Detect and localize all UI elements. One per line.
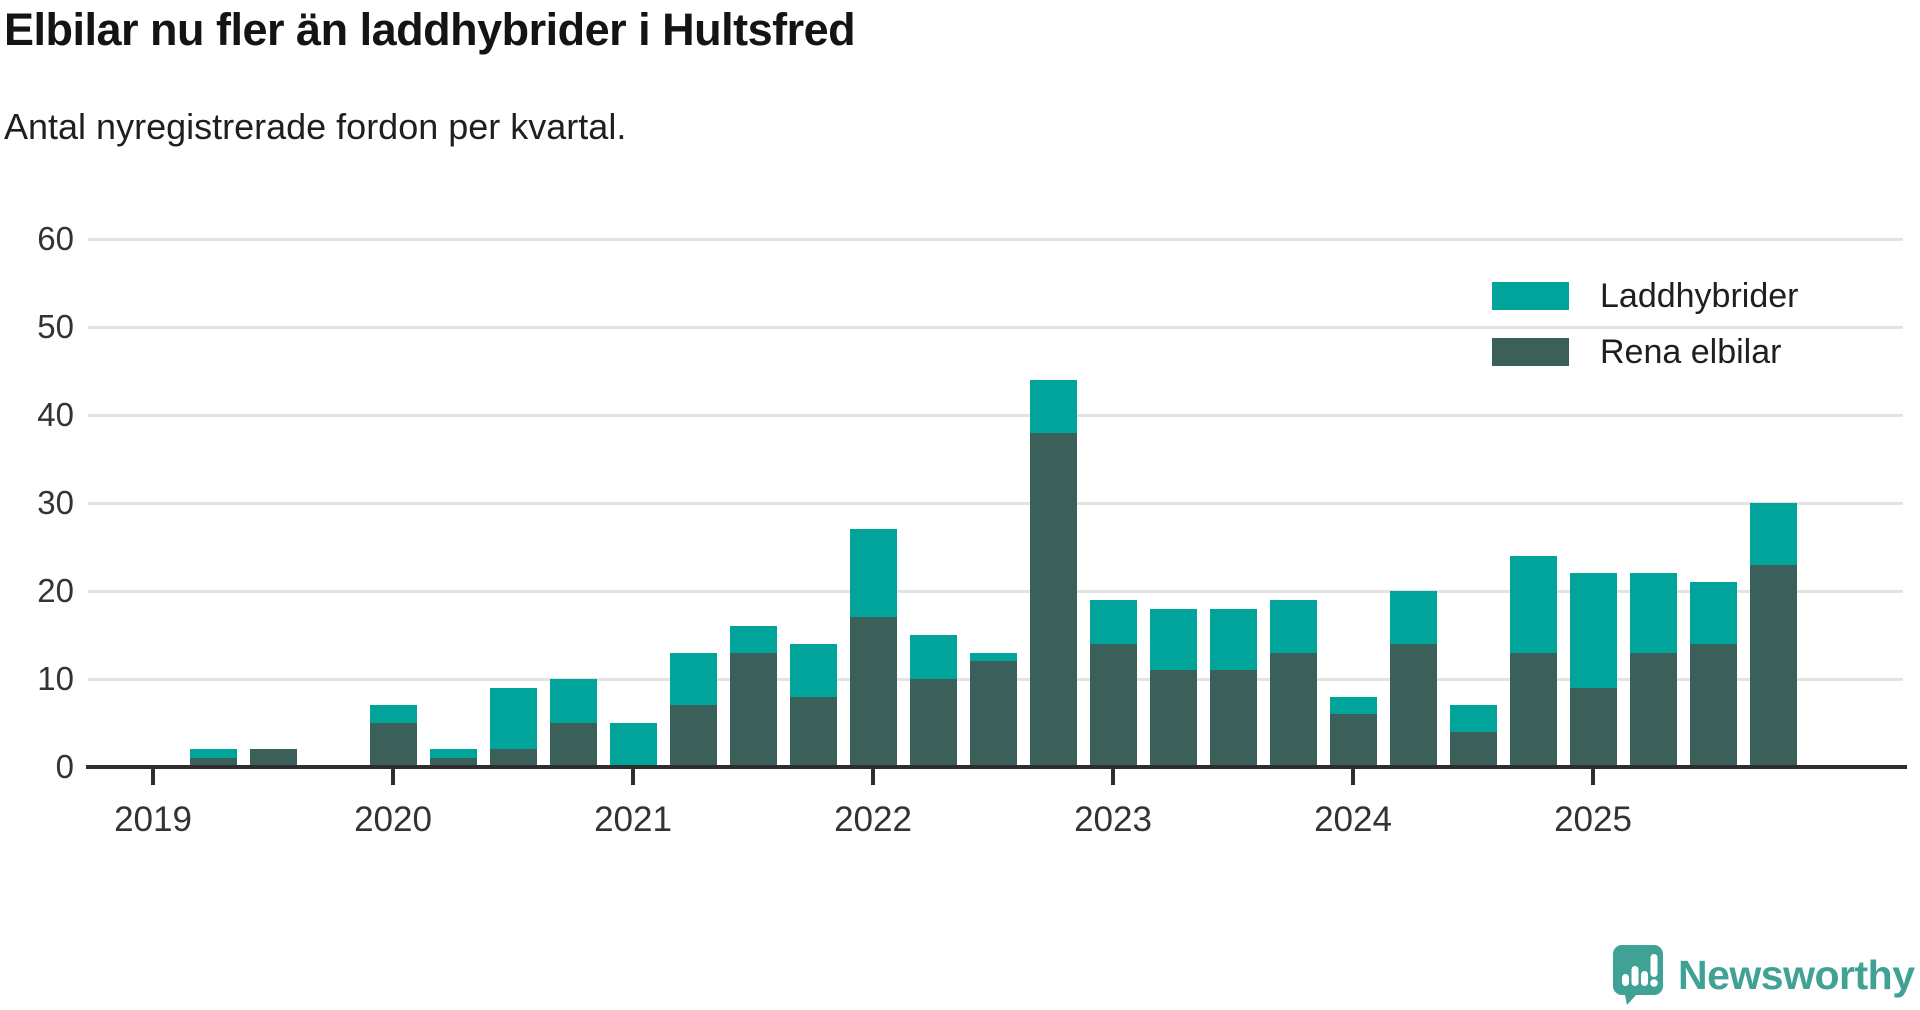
bar-2020-Q3-rena-elbilar <box>489 749 537 767</box>
bar-2025-Q2-laddhybrider <box>1629 573 1677 653</box>
bar-2023-Q2-laddhybrider <box>1149 608 1197 671</box>
bar-2021-Q2-rena-elbilar <box>669 705 717 767</box>
x-axis-label-2021: 2021 <box>594 800 672 839</box>
bar-2022-Q3-laddhybrider <box>969 652 1017 662</box>
y-axis-label-60: 60 <box>37 220 74 257</box>
chart-title: Elbilar nu fler än laddhybrider i Hultsf… <box>4 4 856 55</box>
bar-2022-Q1-rena-elbilar <box>849 617 897 767</box>
bar-2023-Q1-laddhybrider <box>1089 599 1137 644</box>
bar-2019-Q3-rena-elbilar <box>249 749 297 767</box>
bar-2022-Q2-rena-elbilar <box>909 679 957 767</box>
bar-2021-Q4-rena-elbilar <box>789 696 837 767</box>
gridline-y-60 <box>88 238 1903 241</box>
x-axis-label-2025: 2025 <box>1554 800 1632 839</box>
bar-2023-Q1-rena-elbilar <box>1089 643 1137 767</box>
bar-2020-Q4-laddhybrider <box>549 679 597 723</box>
bar-2020-Q2-laddhybrider <box>429 749 477 759</box>
bar-2020-Q3-laddhybrider <box>489 687 537 750</box>
bar-2020-Q4-rena-elbilar <box>549 723 597 767</box>
gridline-y-30 <box>88 502 1903 505</box>
y-axis-label-40: 40 <box>37 396 74 433</box>
bar-2024-Q4-rena-elbilar <box>1509 652 1557 767</box>
bar-2023-Q4-rena-elbilar <box>1269 652 1317 767</box>
bar-2020-Q2-rena-elbilar <box>429 758 477 767</box>
bar-2024-Q1-rena-elbilar <box>1329 714 1377 767</box>
bar-2019-Q2-laddhybrider <box>189 749 237 759</box>
bar-2024-Q3-rena-elbilar <box>1449 731 1497 767</box>
y-axis-label-0: 0 <box>55 748 74 785</box>
bar-2024-Q1-laddhybrider <box>1329 696 1377 715</box>
x-axis-label-2023: 2023 <box>1074 800 1152 839</box>
bar-2024-Q2-rena-elbilar <box>1389 643 1437 767</box>
bar-2021-Q4-laddhybrider <box>789 643 837 697</box>
bar-2025-Q3-rena-elbilar <box>1689 643 1737 767</box>
bar-2022-Q2-laddhybrider <box>909 635 957 679</box>
bar-2020-Q1-rena-elbilar <box>369 723 417 767</box>
newsworthy-logo-text: Newsworthy <box>1678 952 1915 998</box>
y-axis-label-20: 20 <box>37 572 74 609</box>
bar-2023-Q3-rena-elbilar <box>1209 670 1257 767</box>
legend-label: Laddhybrider <box>1600 276 1799 315</box>
x-axis-label-2019: 2019 <box>114 800 192 839</box>
bar-2021-Q3-rena-elbilar <box>729 652 777 767</box>
chart-subtitle: Antal nyregistrerade fordon per kvartal. <box>4 106 627 147</box>
legend-label: Rena elbilar <box>1600 332 1782 371</box>
legend: Laddhybrider Rena elbilar <box>1492 277 1798 394</box>
gridline-y-40 <box>88 414 1903 417</box>
bar-2020-Q1-laddhybrider <box>369 705 417 723</box>
y-axis-label-30: 30 <box>37 484 74 521</box>
x-axis-tick-2019 <box>151 769 155 785</box>
x-axis-tick-2024 <box>1351 769 1355 785</box>
bar-2021-Q2-laddhybrider <box>669 652 717 706</box>
bar-2022-Q4-laddhybrider <box>1029 379 1077 433</box>
y-axis-label-50: 50 <box>37 308 74 345</box>
gridline-y-50 <box>88 326 1903 329</box>
bar-2022-Q1-laddhybrider <box>849 529 897 618</box>
x-axis-tick-2025 <box>1591 769 1595 785</box>
bar-2019-Q2-rena-elbilar <box>189 758 237 767</box>
newsworthy-logo-icon <box>1613 945 1663 1005</box>
bar-2024-Q4-laddhybrider <box>1509 555 1557 653</box>
x-axis-tick-2022 <box>871 769 875 785</box>
x-axis-label-2022: 2022 <box>834 800 912 839</box>
bar-2024-Q2-laddhybrider <box>1389 591 1437 644</box>
bar-2025-Q2-rena-elbilar <box>1629 652 1677 767</box>
x-axis-label-2024: 2024 <box>1314 800 1392 839</box>
x-axis-tick-2021 <box>631 769 635 785</box>
x-axis-label-2020: 2020 <box>354 800 432 839</box>
bar-2024-Q3-laddhybrider <box>1449 705 1497 732</box>
bar-2025-Q1-laddhybrider <box>1569 573 1617 688</box>
bar-2021-Q1-laddhybrider <box>609 723 657 767</box>
bar-2025-Q4-laddhybrider <box>1749 503 1797 565</box>
gridline-y-20 <box>88 590 1903 593</box>
x-axis-line <box>86 765 1907 769</box>
bar-2025-Q1-rena-elbilar <box>1569 687 1617 767</box>
bar-2022-Q4-rena-elbilar <box>1029 432 1077 767</box>
legend-swatch-laddhybrider <box>1492 282 1569 310</box>
bar-2025-Q3-laddhybrider <box>1689 582 1737 644</box>
bar-2023-Q4-laddhybrider <box>1269 599 1317 653</box>
x-axis-tick-2020 <box>391 769 395 785</box>
x-axis-tick-2023 <box>1111 769 1115 785</box>
bar-2021-Q3-laddhybrider <box>729 626 777 653</box>
bar-2022-Q3-rena-elbilar <box>969 661 1017 767</box>
legend-item-laddhybrider: Laddhybrider <box>1492 277 1798 315</box>
bar-2025-Q4-rena-elbilar <box>1749 564 1797 767</box>
legend-swatch-rena-elbilar <box>1492 338 1569 366</box>
bar-2023-Q3-laddhybrider <box>1209 608 1257 671</box>
newsworthy-logo: Newsworthy <box>1612 944 1915 1006</box>
bar-2023-Q2-rena-elbilar <box>1149 670 1197 767</box>
y-axis-label-10: 10 <box>37 660 74 697</box>
legend-item-rena-elbilar: Rena elbilar <box>1492 333 1798 371</box>
